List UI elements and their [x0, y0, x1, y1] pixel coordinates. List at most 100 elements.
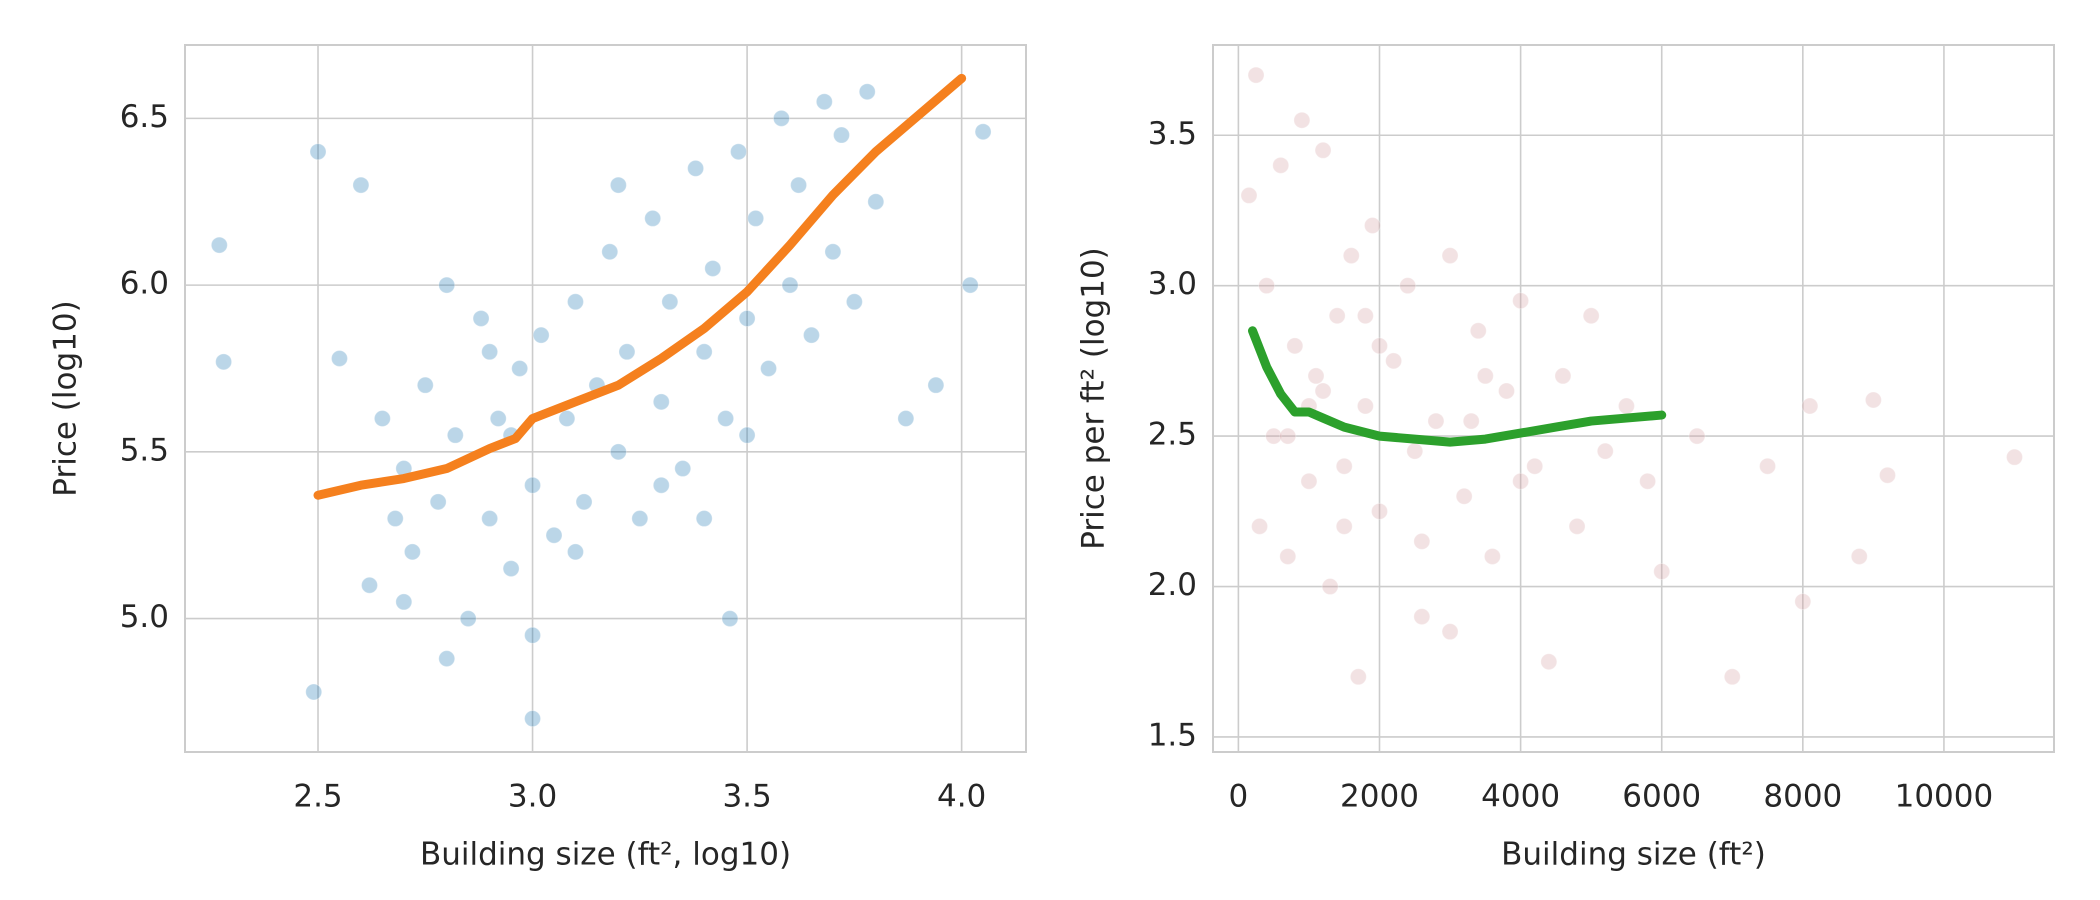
scatter-point	[532, 326, 550, 344]
scatter-point	[738, 426, 756, 444]
scatter-point	[652, 476, 670, 494]
scatter-point	[210, 236, 228, 254]
scatter-point	[438, 276, 456, 294]
scatter-point	[858, 83, 876, 101]
scatter-point	[974, 123, 992, 141]
scatter-point	[832, 126, 850, 144]
scatter-point	[687, 159, 705, 177]
scatter-point	[429, 493, 447, 511]
scatter-point	[524, 710, 542, 728]
scatter-point	[738, 309, 756, 327]
scatter-point	[352, 176, 370, 194]
scatter-point	[652, 393, 670, 411]
scatter-point	[1328, 307, 1346, 325]
scatter-point	[1801, 397, 1819, 415]
scatter-point	[545, 526, 563, 544]
scatter-point	[721, 610, 739, 628]
scatter-point	[481, 343, 499, 361]
scatter-point	[1688, 427, 1706, 445]
scatter-point	[631, 510, 649, 528]
scatter-point	[1540, 653, 1558, 671]
scatter-point	[566, 293, 584, 311]
scatter-point	[511, 359, 529, 377]
scatter-point	[1441, 623, 1459, 641]
scatter-point	[1272, 156, 1290, 174]
x-tick-label: 4000	[1481, 779, 1560, 815]
scatter-point	[1469, 322, 1487, 340]
trend-line	[1248, 326, 1667, 447]
x-tick-label: 8000	[1763, 779, 1842, 815]
scatter-point	[1293, 111, 1311, 129]
scatter-point	[730, 143, 748, 161]
scatter-point	[481, 510, 499, 528]
scatter-point	[1413, 608, 1431, 626]
y-tick-label: 2.5	[1148, 417, 1197, 453]
scatter-point	[824, 243, 842, 261]
x-tick-label: 3.0	[508, 779, 557, 815]
scatter-point	[717, 410, 735, 428]
scatter-point	[1371, 337, 1389, 355]
x-tick-label: 10000	[1895, 779, 1994, 815]
scatter-point	[1342, 247, 1360, 265]
scatter-point	[790, 176, 808, 194]
scatter-point	[361, 576, 379, 594]
scatter-point	[395, 593, 413, 611]
scatter-point	[524, 476, 542, 494]
scatter-point	[1399, 277, 1417, 295]
y-tick-label: 1.5	[1148, 717, 1197, 753]
plot-frame	[1212, 44, 2055, 753]
x-tick-label: 0	[1229, 779, 1249, 815]
scatter-point	[1279, 427, 1297, 445]
scatter-point	[1864, 391, 1882, 409]
scatter-point	[1582, 307, 1600, 325]
scatter-point	[609, 443, 627, 461]
scatter-point	[1427, 412, 1445, 430]
y-tick-label: 6.0	[120, 266, 169, 302]
scatter-point	[305, 683, 323, 701]
scatter-point	[472, 309, 490, 327]
scatter-point	[459, 610, 477, 628]
axes: 2.5 3.0 3.5 4.0 5.0 5.5 6.0 6.5 Building size (f…	[48, 44, 1027, 873]
scatter-point	[1653, 562, 1671, 580]
scatter-point	[215, 353, 233, 371]
scatter-point	[1356, 397, 1374, 415]
scatter-point	[330, 349, 348, 367]
scatter-point	[961, 276, 979, 294]
scatter-point	[403, 543, 421, 561]
scatter-point	[781, 276, 799, 294]
scatter-point	[845, 293, 863, 311]
scatter-point	[802, 326, 820, 344]
scatter-point	[747, 209, 765, 227]
scatter-point	[1794, 593, 1812, 611]
scatter-point	[1526, 457, 1544, 475]
scatter-point	[1279, 547, 1297, 565]
scatter-point	[1512, 472, 1530, 490]
scatter-point	[1286, 337, 1304, 355]
x-axis-label: Building size (ft², log10)	[420, 837, 791, 873]
scatter-point	[695, 510, 713, 528]
scatter-point	[373, 410, 391, 428]
scatter-point	[760, 359, 778, 377]
scatter-point	[1476, 367, 1494, 385]
scatter-point	[704, 259, 722, 277]
x-tick-label: 4.0	[937, 779, 986, 815]
y-tick-label: 3.5	[1148, 116, 1197, 152]
scatter-point	[1554, 367, 1572, 385]
y-axis-label: Price (log10)	[48, 300, 84, 496]
scatter-point	[1314, 141, 1332, 159]
scatter-point	[1406, 442, 1424, 460]
scatter-point	[1335, 457, 1353, 475]
trend-line	[313, 73, 967, 500]
scatter-point	[1349, 668, 1367, 686]
scatter-point	[674, 460, 692, 478]
x-tick-label: 2.5	[293, 779, 342, 815]
scatter-point	[815, 93, 833, 111]
y-tick-label: 6.5	[120, 99, 169, 135]
scatter-point	[1483, 547, 1501, 565]
scatter-point	[1321, 578, 1339, 596]
scatter-point	[1850, 547, 1868, 565]
scatter-point	[575, 493, 593, 511]
plot-frame	[184, 44, 1027, 753]
scatter-point	[618, 343, 636, 361]
